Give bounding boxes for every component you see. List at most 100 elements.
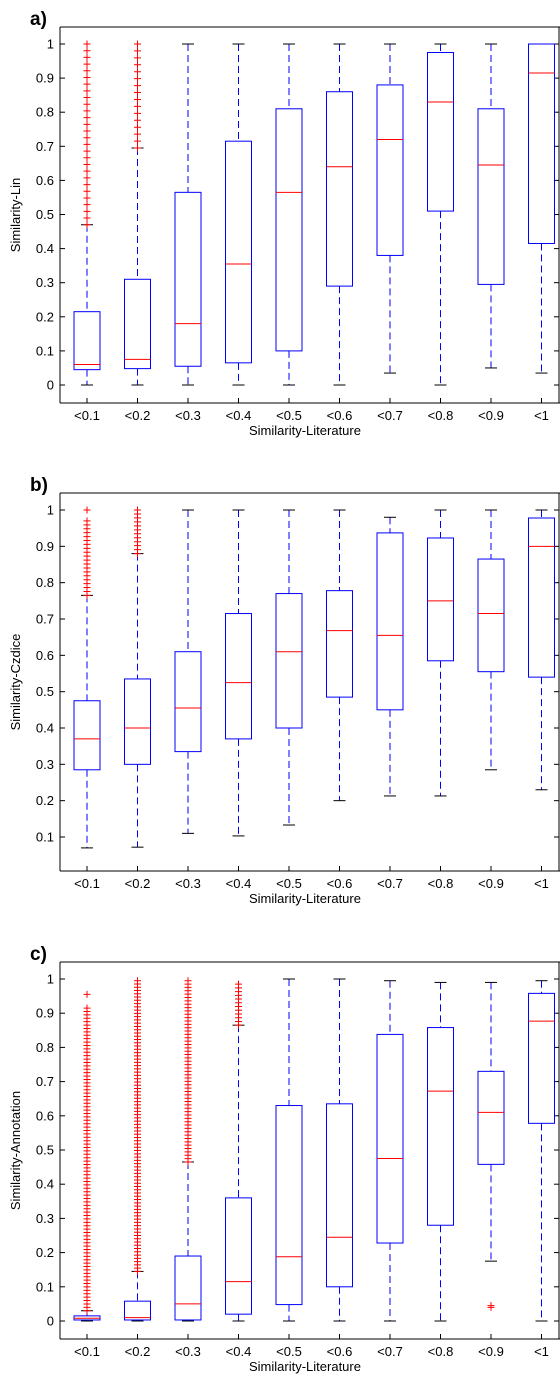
outlier-point bbox=[83, 147, 91, 155]
x-tick-label: <0.4 bbox=[226, 408, 252, 423]
x-tick-label: <0.2 bbox=[125, 408, 151, 423]
box-body bbox=[174, 191, 202, 367]
x-tick-label: <0.7 bbox=[377, 1344, 403, 1359]
chart-panel-3: c) 0 0.1 0.2 0.3 0.4 0.5 0.6 0.7 0.8 0.9 1 <0.1 <0.2 <… bbox=[8, 944, 560, 1374]
outlier-point bbox=[134, 144, 141, 152]
outlier-point bbox=[83, 94, 91, 102]
x-tick-label: <0.8 bbox=[428, 408, 454, 423]
box-body bbox=[275, 593, 303, 729]
y-axis-title: Similarity-Czdice bbox=[8, 634, 23, 731]
x-tick-label: <1 bbox=[534, 876, 549, 891]
box-3 bbox=[174, 509, 202, 834]
y-tick-label: 0.7 bbox=[36, 139, 54, 154]
box-4 bbox=[225, 509, 252, 837]
outlier-point bbox=[134, 95, 141, 103]
x-tick-label: <0.6 bbox=[327, 1344, 353, 1359]
y-tick-label: 0.2 bbox=[36, 1245, 54, 1260]
box-body bbox=[275, 1105, 303, 1306]
y-tick-label: 0 bbox=[47, 378, 54, 393]
y-tick-label: 0.5 bbox=[36, 207, 54, 222]
box-body bbox=[528, 517, 555, 678]
outlier-point bbox=[83, 214, 91, 222]
y-tick-label: 0.2 bbox=[36, 309, 54, 324]
outlier-point bbox=[83, 221, 91, 229]
y-tick-label: 0.4 bbox=[36, 1177, 54, 1192]
outlier-point bbox=[134, 123, 141, 131]
outlier-point bbox=[83, 87, 91, 95]
outlier-point bbox=[134, 109, 141, 117]
box-6 bbox=[326, 509, 353, 802]
x-tick-label: <0.4 bbox=[226, 1344, 252, 1359]
outlier-point bbox=[83, 194, 91, 202]
outlier-point bbox=[134, 75, 141, 83]
box-body bbox=[376, 84, 404, 256]
box-body bbox=[376, 1033, 404, 1244]
x-tick-label: <0.1 bbox=[74, 876, 100, 891]
outlier-point bbox=[83, 114, 91, 122]
y-tick-label: 0 bbox=[47, 1314, 54, 1329]
box-body bbox=[275, 108, 303, 352]
x-tick-label: <0.2 bbox=[125, 1344, 151, 1359]
x-tick-label: <1 bbox=[534, 408, 549, 423]
y-tick-label: 0.9 bbox=[36, 1006, 54, 1021]
box-body bbox=[477, 558, 505, 673]
outlier-point bbox=[83, 134, 91, 142]
y-tick-label: 0.9 bbox=[36, 71, 54, 86]
outlier-point bbox=[134, 506, 141, 514]
outlier-point bbox=[83, 160, 91, 168]
box-6 bbox=[326, 978, 353, 1322]
box-body bbox=[225, 613, 252, 740]
outlier-point bbox=[134, 137, 141, 145]
box-8 bbox=[427, 981, 454, 1322]
box-body bbox=[225, 140, 252, 364]
x-tick-label: <0.9 bbox=[478, 408, 504, 423]
outlier-point bbox=[83, 40, 91, 48]
y-axis-title: Similarity-Lin bbox=[8, 178, 23, 252]
y-tick-label: 0.8 bbox=[36, 575, 54, 590]
outlier-point bbox=[83, 67, 91, 75]
box-body bbox=[326, 91, 353, 287]
x-tick-label: <0.5 bbox=[276, 876, 302, 891]
box-body bbox=[174, 1255, 202, 1321]
outlier-point bbox=[134, 89, 141, 97]
outlier-point bbox=[134, 68, 141, 76]
box-body bbox=[477, 108, 505, 285]
outlier-point bbox=[83, 506, 91, 514]
box-body bbox=[427, 52, 454, 212]
x-tick-label: <0.6 bbox=[327, 876, 353, 891]
box-body bbox=[326, 1103, 353, 1288]
box-5 bbox=[275, 43, 303, 386]
outlier-point bbox=[184, 977, 192, 985]
y-tick-label: 0.7 bbox=[36, 612, 54, 627]
outlier-point bbox=[134, 116, 141, 124]
box-body bbox=[124, 678, 151, 765]
x-axis-title: Similarity-Literature bbox=[249, 423, 361, 438]
outlier-point bbox=[134, 61, 141, 69]
y-tick-label: 0.6 bbox=[36, 173, 54, 188]
outlier-point bbox=[83, 167, 91, 175]
box-8 bbox=[427, 509, 454, 797]
y-tick-label: 1 bbox=[47, 37, 54, 52]
x-tick-label: <0.2 bbox=[125, 876, 151, 891]
x-tick-label: <0.5 bbox=[276, 1344, 302, 1359]
outlier-point bbox=[83, 53, 91, 61]
outlier-point bbox=[83, 187, 91, 195]
y-tick-label: 0.1 bbox=[36, 1279, 54, 1294]
y-tick-label: 1 bbox=[47, 503, 54, 518]
y-tick-label: 0.3 bbox=[36, 1211, 54, 1226]
y-tick-label: 0.8 bbox=[36, 105, 54, 120]
box-9 bbox=[477, 43, 505, 369]
box-body bbox=[225, 1197, 252, 1315]
box-1 bbox=[73, 506, 101, 849]
outlier-point bbox=[83, 80, 91, 88]
x-tick-label: <0.3 bbox=[175, 876, 201, 891]
outlier-point bbox=[83, 990, 91, 998]
x-tick-label: <0.1 bbox=[74, 408, 100, 423]
outlier-point bbox=[134, 977, 141, 985]
x-tick-label: <0.3 bbox=[175, 1344, 201, 1359]
panel-label: a) bbox=[30, 9, 47, 30]
box-body bbox=[73, 311, 101, 371]
box-body bbox=[124, 278, 151, 370]
x-tick-label: <1 bbox=[534, 1344, 549, 1359]
outlier-point bbox=[83, 127, 91, 135]
